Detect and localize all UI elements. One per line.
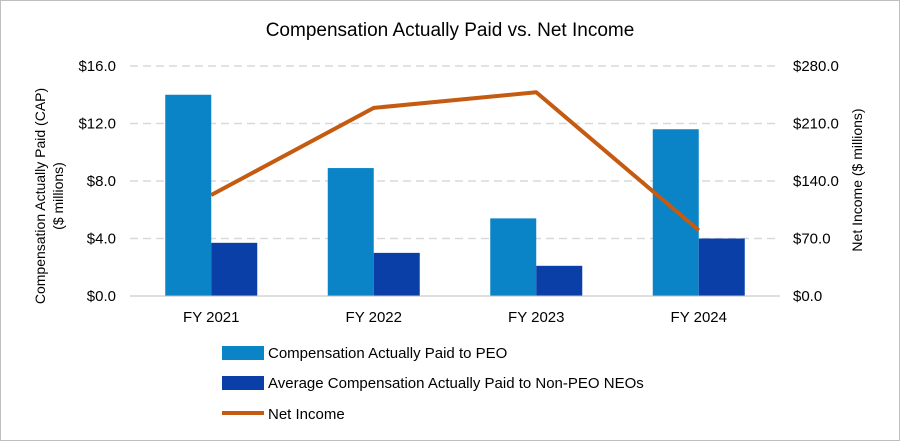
right-axis-title: Net Income ($ millions) xyxy=(849,108,865,251)
net-income-point xyxy=(210,194,212,196)
legend-label-peo: Compensation Actually Paid to PEO xyxy=(268,345,507,362)
left-tick-label: $0.0 xyxy=(87,288,116,305)
net-income-point xyxy=(698,229,700,231)
legend-label-net-income: Net Income xyxy=(268,406,345,423)
net-income-point xyxy=(373,107,375,109)
chart-title: Compensation Actually Paid vs. Net Incom… xyxy=(266,20,635,41)
right-tick-label: $0.0 xyxy=(793,288,822,305)
bar-non-peo xyxy=(536,265,583,296)
right-tick-label: $280.0 xyxy=(793,58,839,75)
x-axis-ticks: FY 2021 FY 2022 FY 2023 FY 2024 xyxy=(183,309,727,326)
right-tick-label: $70.0 xyxy=(793,231,831,248)
left-axis-title-line1: Compensation Actually Paid (CAP) xyxy=(32,88,48,304)
left-tick-label: $4.0 xyxy=(87,231,116,248)
x-tick-label: FY 2024 xyxy=(671,309,727,326)
x-tick-label: FY 2021 xyxy=(183,309,239,326)
net-income-polyline xyxy=(210,90,701,232)
bar-peo xyxy=(490,218,537,296)
net-income-line xyxy=(210,90,701,232)
bar-non-peo xyxy=(211,242,258,296)
left-tick-label: $16.0 xyxy=(78,58,116,75)
bar-peo xyxy=(165,94,212,296)
x-tick-label: FY 2023 xyxy=(508,309,564,326)
right-tick-label: $210.0 xyxy=(793,116,839,133)
bar-peo xyxy=(327,168,374,296)
left-tick-label: $8.0 xyxy=(87,173,116,190)
x-tick-label: FY 2022 xyxy=(346,309,402,326)
left-axis-title-line2: ($ millions) xyxy=(50,162,66,230)
legend-label-non-peo: Average Compensation Actually Paid to No… xyxy=(268,375,644,392)
legend: Compensation Actually Paid to PEO Averag… xyxy=(222,345,644,423)
right-tick-label: $140.0 xyxy=(793,173,839,190)
net-income-point xyxy=(535,91,537,93)
right-axis-ticks: $0.0 $70.0 $140.0 $210.0 $280.0 xyxy=(793,58,839,305)
left-axis-ticks: $0.0 $4.0 $8.0 $12.0 $16.0 xyxy=(78,58,116,305)
legend-swatch-peo xyxy=(222,346,264,360)
bars xyxy=(165,94,745,296)
left-tick-label: $12.0 xyxy=(78,116,116,133)
legend-swatch-non-peo xyxy=(222,376,264,390)
bar-non-peo xyxy=(373,252,420,296)
bar-non-peo xyxy=(698,238,745,296)
